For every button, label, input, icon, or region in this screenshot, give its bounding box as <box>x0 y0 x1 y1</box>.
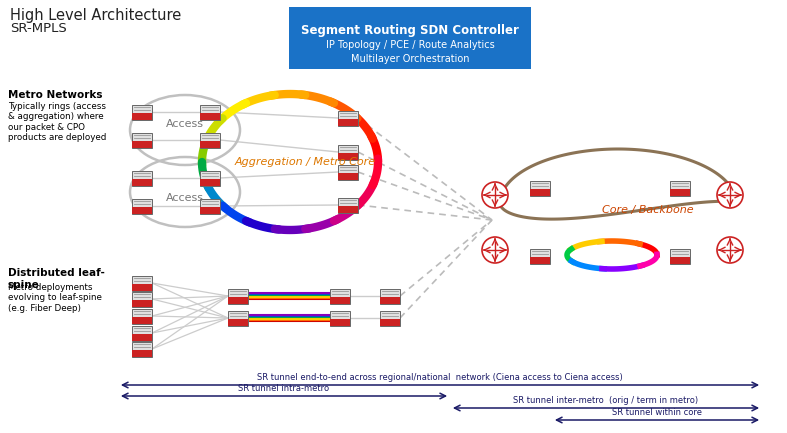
Bar <box>200 198 220 213</box>
Bar <box>330 288 350 304</box>
FancyBboxPatch shape <box>289 7 531 69</box>
Text: Access: Access <box>166 193 204 203</box>
Bar <box>670 189 690 196</box>
Bar <box>132 342 152 356</box>
Bar <box>200 171 220 185</box>
Text: High Level Architecture: High Level Architecture <box>10 8 181 23</box>
Bar <box>338 197 358 213</box>
Bar <box>338 153 358 159</box>
Bar <box>132 350 152 356</box>
Bar <box>200 113 220 120</box>
Bar <box>132 198 152 213</box>
Bar <box>132 334 152 340</box>
Bar <box>200 132 220 148</box>
Circle shape <box>717 182 743 208</box>
Bar <box>132 275 152 291</box>
Text: Multilayer Orchestration: Multilayer Orchestration <box>351 54 469 64</box>
Bar <box>132 317 152 323</box>
Bar <box>132 284 152 291</box>
Bar <box>380 288 400 304</box>
Text: Segment Routing SDN Controller: Segment Routing SDN Controller <box>301 24 519 37</box>
Text: Access: Access <box>166 119 204 129</box>
Bar <box>330 310 350 326</box>
Bar <box>200 207 220 213</box>
Bar <box>132 291 152 307</box>
Bar <box>338 206 358 213</box>
Bar <box>530 249 550 264</box>
Bar <box>670 249 690 264</box>
Bar <box>228 288 248 304</box>
Bar <box>338 119 358 126</box>
Text: IP Topology / PCE / Route Analytics: IP Topology / PCE / Route Analytics <box>326 40 494 50</box>
Text: Typically rings (access
& aggregation) where
our packet & CPO
products are deplo: Typically rings (access & aggregation) w… <box>8 102 106 142</box>
Bar <box>132 326 152 340</box>
Bar <box>380 319 400 326</box>
Bar <box>530 189 550 196</box>
Bar <box>228 310 248 326</box>
Text: SR tunnel intra-metro: SR tunnel intra-metro <box>238 384 330 393</box>
Text: SR tunnel end-to-end across regional/national  network (Ciena access to Ciena ac: SR tunnel end-to-end across regional/nat… <box>257 373 623 382</box>
Bar <box>530 181 550 196</box>
Text: SR tunnel within core: SR tunnel within core <box>612 408 702 417</box>
Circle shape <box>482 237 508 263</box>
Bar <box>132 132 152 148</box>
Bar <box>338 110 358 126</box>
Text: Core / Backbone: Core / Backbone <box>602 205 694 215</box>
Bar <box>132 179 152 185</box>
Text: Metro deployments
evolving to leaf-spine
(e.g. Fiber Deep): Metro deployments evolving to leaf-spine… <box>8 283 102 313</box>
Bar <box>380 310 400 326</box>
Bar <box>132 207 152 213</box>
Bar <box>132 171 152 185</box>
Bar <box>228 297 248 304</box>
Text: SR-MPLS: SR-MPLS <box>10 22 67 35</box>
Bar <box>380 297 400 304</box>
Bar <box>132 308 152 323</box>
Bar <box>200 141 220 148</box>
Text: SR tunnel inter-metro  (orig / term in metro): SR tunnel inter-metro (orig / term in me… <box>513 396 699 405</box>
Circle shape <box>717 237 743 263</box>
Bar <box>132 300 152 307</box>
Bar <box>338 165 358 180</box>
Bar <box>530 257 550 264</box>
Bar <box>338 173 358 180</box>
Bar <box>200 104 220 120</box>
Bar <box>132 104 152 120</box>
Bar <box>338 145 358 159</box>
Bar <box>132 141 152 148</box>
Bar <box>200 179 220 185</box>
Bar <box>330 319 350 326</box>
Text: Aggregation / Metro Core: Aggregation / Metro Core <box>235 157 375 167</box>
Text: Distributed leaf-
spine: Distributed leaf- spine <box>8 268 105 290</box>
Circle shape <box>482 182 508 208</box>
Bar <box>670 181 690 196</box>
Ellipse shape <box>578 249 646 261</box>
Bar <box>330 297 350 304</box>
Bar <box>228 319 248 326</box>
Bar <box>132 113 152 120</box>
Text: Metro Networks: Metro Networks <box>8 90 102 100</box>
Bar <box>670 257 690 264</box>
